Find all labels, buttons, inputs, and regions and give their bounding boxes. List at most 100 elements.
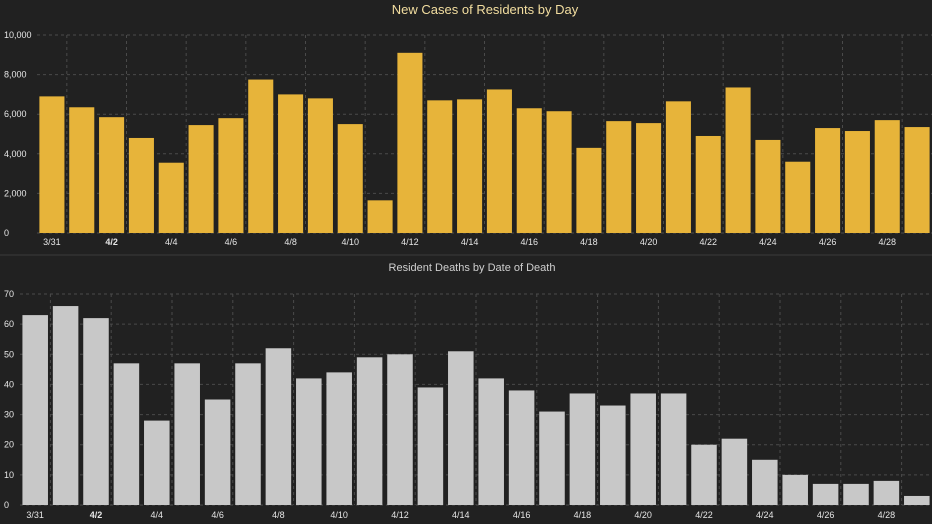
cases-bar-4-29[interactable] xyxy=(904,127,930,233)
cases-bar-4-25[interactable] xyxy=(785,161,811,233)
deaths-y-tick-label: 30 xyxy=(4,410,14,420)
cases-bar-4-2[interactable] xyxy=(99,117,125,233)
cases-bar-4-1[interactable] xyxy=(69,107,95,233)
deaths-bar-4-10[interactable] xyxy=(326,372,352,505)
cases-bar-4-17[interactable] xyxy=(546,111,572,233)
cases-x-tick-label: 4/4 xyxy=(165,237,178,247)
cases-x-tick-label: 4/26 xyxy=(819,237,837,247)
deaths-x-tick-label: 4/2 xyxy=(90,510,103,520)
cases-bar-4-20[interactable] xyxy=(636,123,662,233)
deaths-bar-4-21[interactable] xyxy=(660,393,687,505)
cases-bar-4-28[interactable] xyxy=(874,120,900,233)
deaths-bar-4-7[interactable] xyxy=(235,363,261,505)
cases-bar-4-10[interactable] xyxy=(337,124,363,233)
deaths-chart: 0 10 20 30 40 50 60 70 3/31 4/2 4/4 4/6 4/8 4/10 4/12 4… xyxy=(4,289,932,520)
deaths-bar-4-15[interactable] xyxy=(478,378,504,505)
cases-x-tick-label: 4/6 xyxy=(225,237,238,247)
deaths-y-tick-label: 0 xyxy=(4,500,9,510)
deaths-x-tick-label: 4/18 xyxy=(574,510,592,520)
cases-y-tick-label: 4,000 xyxy=(4,149,27,159)
cases-bar-4-6[interactable] xyxy=(218,118,244,233)
deaths-bar-4-20[interactable] xyxy=(630,393,656,505)
deaths-bar-3-31[interactable] xyxy=(22,315,48,505)
cases-bar-4-27[interactable] xyxy=(844,131,870,233)
cases-bar-4-9[interactable] xyxy=(307,98,333,233)
deaths-y-tick-label: 20 xyxy=(4,440,14,450)
deaths-bar-4-8[interactable] xyxy=(265,348,292,505)
cases-bar-4-21[interactable] xyxy=(665,101,691,233)
deaths-bar-4-12[interactable] xyxy=(387,354,413,505)
deaths-x-tick-label: 4/22 xyxy=(695,510,713,520)
cases-bar-4-8[interactable] xyxy=(278,94,304,234)
deaths-bar-4-23[interactable] xyxy=(721,438,748,505)
deaths-bar-4-5[interactable] xyxy=(174,363,200,505)
deaths-x-tick-label: 3/31 xyxy=(26,510,44,520)
deaths-bar-4-4[interactable] xyxy=(144,420,170,505)
cases-bar-4-15[interactable] xyxy=(486,89,512,233)
cases-x-tick-label: 4/20 xyxy=(640,237,658,247)
deaths-x-tick-label: 4/24 xyxy=(756,510,774,520)
deaths-bar-4-19[interactable] xyxy=(600,405,626,505)
cases-bar-4-23[interactable] xyxy=(725,87,751,233)
cases-bar-4-4[interactable] xyxy=(158,162,184,233)
cases-x-tick-label: 4/18 xyxy=(580,237,598,247)
cases-chart: 0 2,000 4,000 6,000 8,000 10,000 3/31 4/2 4/4 4/6… xyxy=(4,30,932,247)
deaths-x-tick-label: 4/10 xyxy=(330,510,348,520)
deaths-bar-4-14[interactable] xyxy=(448,351,474,505)
deaths-x-tick-label: 4/4 xyxy=(151,510,164,520)
deaths-bar-4-9[interactable] xyxy=(296,378,322,505)
cases-bar-4-16[interactable] xyxy=(516,108,542,233)
cases-bar-4-5[interactable] xyxy=(188,125,214,233)
cases-bar-4-26[interactable] xyxy=(815,128,841,233)
cases-x-tick-label: 4/8 xyxy=(284,237,297,247)
cases-x-tick-label: 4/12 xyxy=(401,237,419,247)
cases-bar-4-12[interactable] xyxy=(397,52,423,233)
deaths-x-tick-label: 4/12 xyxy=(391,510,409,520)
deaths-bar-4-16[interactable] xyxy=(508,390,535,505)
cases-x-tick-label: 4/28 xyxy=(878,237,896,247)
deaths-y-tick-label: 60 xyxy=(4,319,14,329)
deaths-bar-4-13[interactable] xyxy=(417,387,444,505)
cases-x-tick-label: 4/10 xyxy=(341,237,359,247)
cases-y-tick-label: 10,000 xyxy=(4,30,32,40)
deaths-y-tick-label: 40 xyxy=(4,379,14,389)
cases-bar-4-7[interactable] xyxy=(248,79,274,233)
deaths-bar-4-17[interactable] xyxy=(539,411,565,505)
deaths-x-tick-label: 4/6 xyxy=(211,510,224,520)
cases-bar-4-14[interactable] xyxy=(457,99,483,233)
cases-bar-4-19[interactable] xyxy=(606,121,632,233)
cases-y-tick-label: 2,000 xyxy=(4,188,27,198)
cases-bar-4-24[interactable] xyxy=(755,139,781,233)
deaths-bar-4-22[interactable] xyxy=(691,444,717,505)
cases-bar-4-3[interactable] xyxy=(128,137,154,233)
deaths-x-tick-label: 4/14 xyxy=(452,510,470,520)
deaths-bar-4-25[interactable] xyxy=(782,474,808,505)
cases-bar-4-18[interactable] xyxy=(576,147,602,233)
deaths-y-tick-label: 10 xyxy=(4,470,14,480)
cases-chart-title: New Cases of Residents by Day xyxy=(392,2,579,17)
cases-bar-4-13[interactable] xyxy=(427,100,453,233)
deaths-bar-4-3[interactable] xyxy=(113,363,140,505)
deaths-chart-title: Resident Deaths by Date of Death xyxy=(389,262,556,274)
cases-bar-3-31[interactable] xyxy=(39,96,65,233)
deaths-bar-4-28[interactable] xyxy=(873,480,900,505)
cases-y-tick-label: 8,000 xyxy=(4,70,27,80)
deaths-bar-4-6[interactable] xyxy=(204,399,231,506)
cases-y-tick-label: 6,000 xyxy=(4,109,27,119)
cases-bar-4-22[interactable] xyxy=(695,135,721,233)
deaths-bar-4-1[interactable] xyxy=(52,306,79,505)
deaths-bar-4-29[interactable] xyxy=(904,495,930,505)
deaths-bar-4-11[interactable] xyxy=(356,357,383,505)
deaths-bar-4-18[interactable] xyxy=(569,393,596,505)
deaths-bar-4-26[interactable] xyxy=(812,483,839,505)
deaths-bar-4-27[interactable] xyxy=(843,483,869,505)
deaths-x-tick-label: 4/28 xyxy=(878,510,896,520)
deaths-bar-4-2[interactable] xyxy=(83,318,109,505)
cases-y-tick-label: 0 xyxy=(4,228,9,238)
cases-bar-4-11[interactable] xyxy=(367,200,393,233)
cases-x-tick-label: 4/16 xyxy=(520,237,538,247)
deaths-x-tick-label: 4/26 xyxy=(817,510,835,520)
deaths-bar-4-24[interactable] xyxy=(752,459,778,505)
deaths-x-tick-label: 4/8 xyxy=(272,510,285,520)
